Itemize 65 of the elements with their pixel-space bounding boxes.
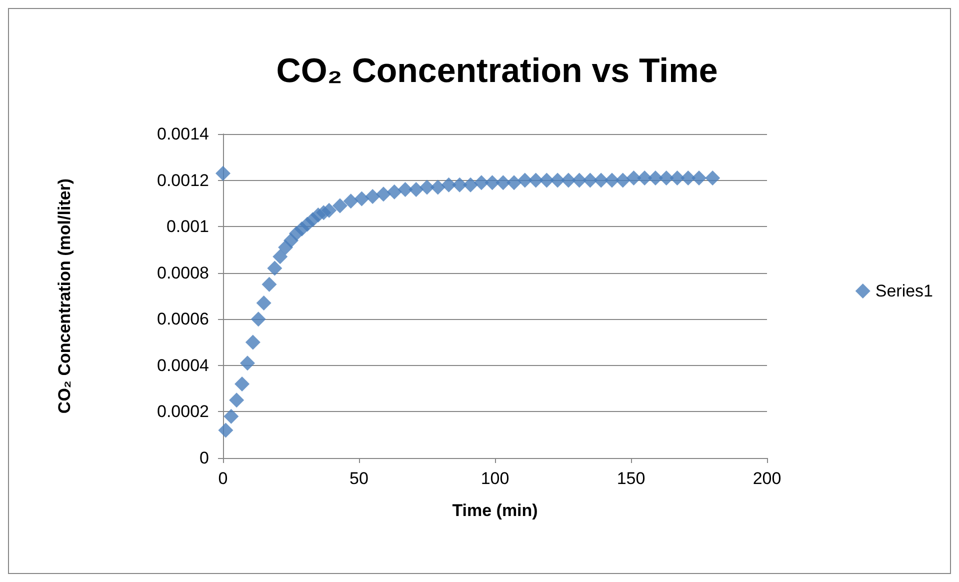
point (430, 180, 446, 195)
point (398, 182, 413, 198)
point (343, 194, 358, 209)
point (234, 376, 250, 392)
point (572, 172, 587, 188)
point (256, 295, 272, 310)
x-tick-label: 150 (616, 469, 646, 488)
point (463, 177, 478, 192)
x-tick-label: 50 (350, 469, 368, 488)
y-tick-label: 0.0008 (157, 263, 209, 282)
point (517, 172, 532, 188)
point (240, 356, 255, 371)
point (245, 334, 260, 350)
point (262, 276, 277, 292)
point (615, 172, 630, 188)
point (267, 260, 282, 276)
point (408, 182, 424, 198)
point (692, 170, 706, 186)
y-tick-label: 0.001 (166, 217, 209, 236)
point (484, 175, 500, 190)
point (272, 249, 288, 264)
y-tick-label: 0.0004 (157, 356, 209, 375)
point (474, 175, 489, 190)
point (670, 170, 685, 186)
point (420, 180, 434, 195)
y-axis-title: CO₂ Concentration (mol/liter) (55, 178, 74, 414)
x-tick-label: 0 (218, 469, 228, 488)
point (229, 392, 244, 408)
legend-label: Series1 (875, 282, 933, 300)
point (506, 175, 522, 190)
point (250, 312, 266, 327)
point (648, 170, 663, 186)
point (594, 172, 609, 188)
point (637, 170, 652, 186)
point (322, 202, 337, 218)
point (604, 172, 620, 188)
point (332, 198, 348, 214)
chart-title: CO₂ Concentration vs Time (276, 52, 718, 90)
point (224, 408, 239, 424)
y-tick-label: 0 (200, 448, 209, 468)
point (354, 191, 370, 206)
x-axis-title: Time (min) (452, 501, 538, 520)
y-tick-label: 0.0006 (157, 310, 209, 329)
point (376, 186, 391, 202)
y-tick-label: 0.0014 (157, 124, 209, 144)
point (365, 188, 380, 204)
point (550, 172, 566, 188)
point (705, 170, 720, 186)
point (386, 184, 402, 200)
point (560, 172, 576, 188)
y-tick-label: 0.0002 (157, 402, 209, 422)
point (452, 177, 468, 192)
point (539, 172, 554, 188)
point (680, 170, 696, 186)
x-tick-label: 100 (480, 469, 510, 488)
point (582, 172, 598, 188)
point (216, 166, 230, 181)
point (496, 175, 511, 190)
point (218, 422, 234, 438)
point (441, 177, 456, 192)
point (528, 172, 544, 188)
y-tick-label: 0.0012 (157, 170, 209, 190)
x-tick-label: 200 (752, 469, 782, 488)
point (658, 170, 674, 186)
point (626, 170, 642, 186)
